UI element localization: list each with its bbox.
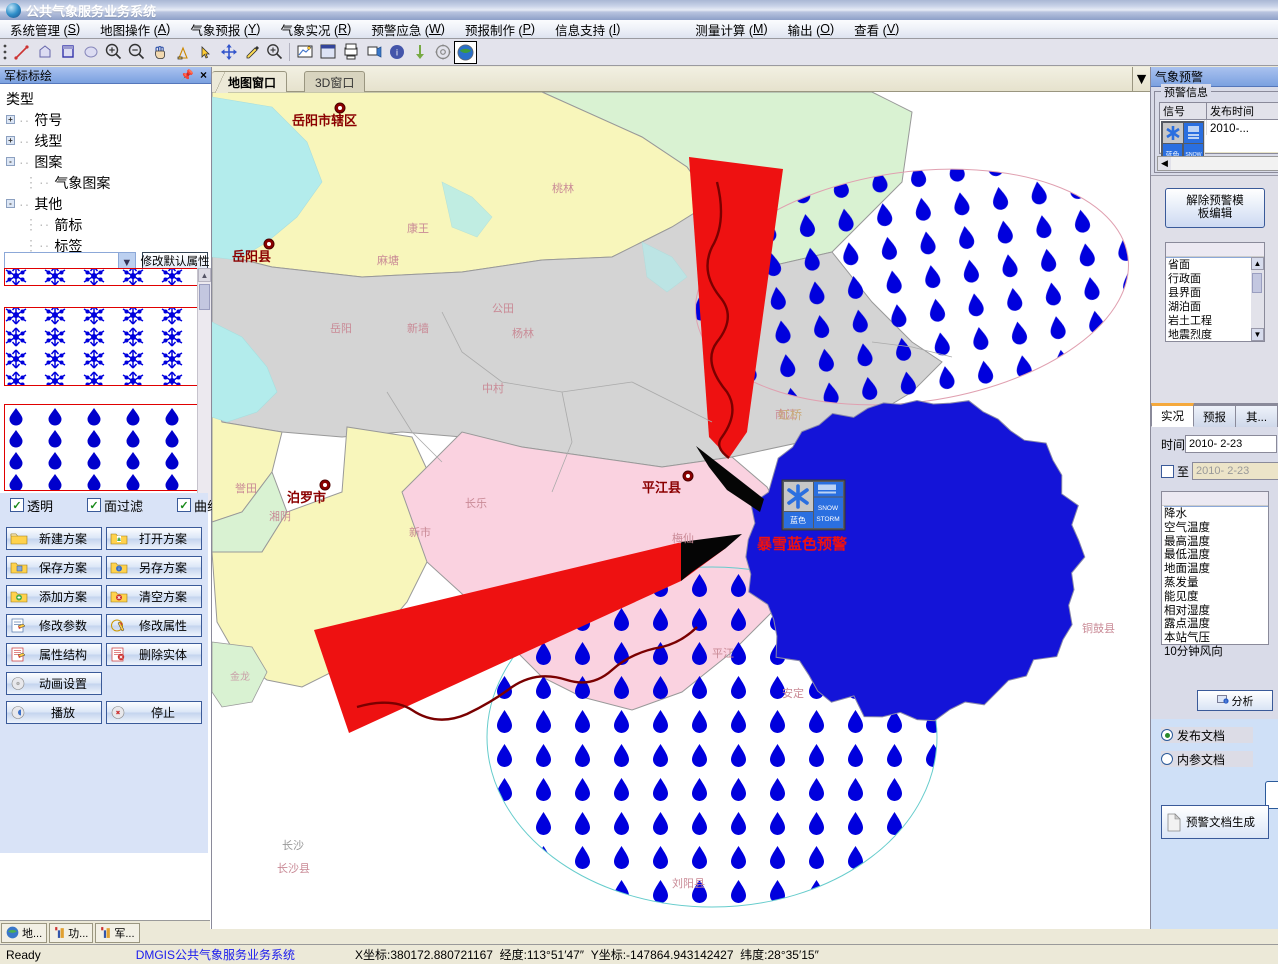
svg-text:金龙: 金龙 [230, 670, 250, 683]
svg-text:暴雪蓝色预警: 暴雪蓝色预警 [757, 535, 847, 553]
svg-text:杨林: 杨林 [512, 326, 534, 340]
svg-text:长沙: 长沙 [282, 839, 304, 852]
svg-text:SNOW: SNOW [818, 505, 839, 512]
svg-text:安定: 安定 [782, 686, 804, 700]
svg-text:桃林: 桃林 [552, 181, 574, 195]
svg-text:刘阳县: 刘阳县 [672, 877, 705, 890]
svg-text:虹桥: 虹桥 [778, 408, 802, 422]
svg-text:铜鼓县: 铜鼓县 [1082, 621, 1115, 635]
svg-text:誉田: 誉田 [235, 481, 257, 495]
svg-text:i: i [119, 566, 120, 571]
svg-text:中村: 中村 [482, 381, 504, 395]
svg-text:公田: 公田 [492, 303, 514, 315]
svg-text:长乐: 长乐 [465, 497, 487, 510]
svg-text:长沙县: 长沙县 [277, 862, 310, 875]
svg-text:平江县: 平江县 [642, 480, 681, 495]
svg-text:岳阳: 岳阳 [330, 322, 352, 335]
svg-text:麻塘: 麻塘 [377, 253, 399, 267]
svg-text:湘阴: 湘阴 [269, 509, 291, 523]
svg-text:梅仙: 梅仙 [672, 531, 694, 545]
svg-text:新市: 新市 [409, 525, 431, 539]
svg-text:新墙: 新墙 [407, 321, 429, 335]
svg-text:蓝色: 蓝色 [790, 515, 806, 525]
svg-text:STORM: STORM [816, 516, 839, 523]
svg-text:康王: 康王 [407, 221, 429, 235]
svg-text:泊罗市: 泊罗市 [287, 490, 326, 505]
svg-text:平江: 平江 [712, 647, 734, 660]
svg-text:i: i [396, 48, 398, 58]
svg-text:岳阳市辖区: 岳阳市辖区 [292, 113, 357, 128]
svg-text:岳阳县: 岳阳县 [232, 249, 271, 264]
